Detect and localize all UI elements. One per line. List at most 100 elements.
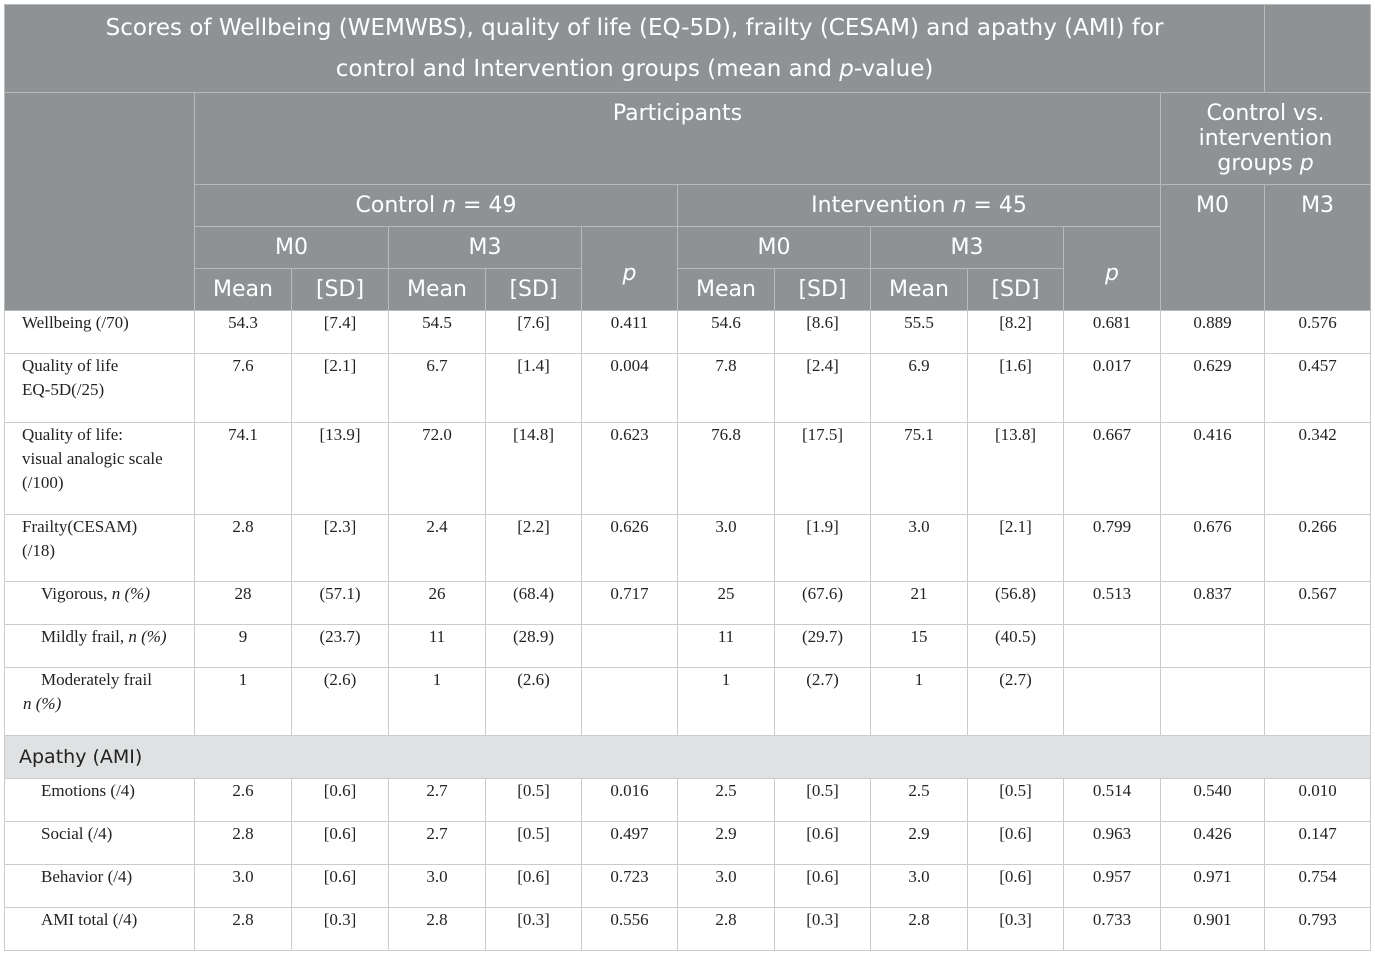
- cell: 3.0: [870, 864, 968, 908]
- cell: 0.754: [1264, 864, 1372, 908]
- cell: [0.6]: [774, 864, 871, 908]
- cell: 1: [388, 667, 486, 736]
- cell: 15: [870, 624, 968, 668]
- row-label-header-cell: [4, 92, 195, 311]
- cell: [0.3]: [485, 907, 582, 951]
- cell: (57.1): [291, 581, 389, 625]
- cell: [0.6]: [291, 864, 389, 908]
- cell: 2.5: [870, 778, 968, 822]
- cell: 0.266: [1264, 514, 1372, 582]
- cell: 2.7: [388, 778, 486, 822]
- table-row: Emotions (/4) 2.6 [0.6] 2.7 [0.5] 0.016 …: [4, 778, 1372, 822]
- cell: [0.3]: [774, 907, 871, 951]
- cell: 0.556: [581, 907, 678, 951]
- control-m3-header: M3: [388, 226, 582, 269]
- intervention-m3-header: M3: [870, 226, 1064, 269]
- cell: [0.6]: [967, 864, 1064, 908]
- section-row: Apathy (AMI): [3, 735, 1372, 779]
- table-caption: Scores of Wellbeing (WEMWBS), quality of…: [3, 4, 1266, 93]
- cell: 0.147: [1264, 821, 1372, 865]
- row-label: Wellbeing (/70): [4, 310, 195, 354]
- table-row: AMI total (/4) 2.8 [0.3] 2.8 [0.3] 0.556…: [4, 907, 1372, 951]
- cell: 2.9: [677, 821, 775, 865]
- cell: (28.9): [485, 624, 582, 668]
- cell: 26: [388, 581, 486, 625]
- sd-header: [SD]: [291, 268, 389, 311]
- cell: [1063, 624, 1161, 668]
- cell: 2.7: [388, 821, 486, 865]
- results-table: Scores of Wellbeing (WEMWBS), quality of…: [3, 4, 1372, 951]
- cell: 21: [870, 581, 968, 625]
- cell: [1063, 667, 1161, 736]
- cell: 0.342: [1264, 422, 1372, 515]
- control-group-header: Control n = 49: [194, 184, 678, 227]
- cell: 74.1: [194, 422, 292, 515]
- cell: [1.4]: [485, 353, 582, 423]
- cell: (2.7): [967, 667, 1064, 736]
- row-label: Moderately frail n (%): [4, 667, 195, 736]
- cell: 7.8: [677, 353, 775, 423]
- cell: 0.576: [1264, 310, 1372, 354]
- table-row: Mildly frail, n (%) 9 (23.7) 11 (28.9) 1…: [4, 624, 1372, 668]
- cell: 0.623: [581, 422, 678, 515]
- cell: [0.6]: [291, 778, 389, 822]
- cell: 2.8: [388, 907, 486, 951]
- sd-header: [SD]: [967, 268, 1064, 311]
- sd-header: [SD]: [485, 268, 582, 311]
- cell: 0.626: [581, 514, 678, 582]
- cell: [13.8]: [967, 422, 1064, 515]
- cell: [1159, 667, 1266, 736]
- cell: 3.0: [870, 514, 968, 582]
- cell: 0.017: [1063, 353, 1161, 423]
- cell: (56.8): [967, 581, 1064, 625]
- cell: 2.8: [194, 907, 292, 951]
- cell: 28: [194, 581, 292, 625]
- cell: 75.1: [870, 422, 968, 515]
- cell: 0.963: [1063, 821, 1161, 865]
- cell: [1159, 624, 1266, 668]
- table-header: Scores of Wellbeing (WEMWBS), quality of…: [3, 4, 1372, 311]
- cell: 0.629: [1159, 353, 1266, 423]
- cell: [2.4]: [774, 353, 871, 423]
- intervention-m0-header: M0: [677, 226, 871, 269]
- cell: 0.497: [581, 821, 678, 865]
- control-p-header: p: [581, 226, 678, 311]
- cell: [1264, 624, 1372, 668]
- cell: (23.7): [291, 624, 389, 668]
- cell: 0.901: [1159, 907, 1266, 951]
- cell: 6.9: [870, 353, 968, 423]
- cell: 2.8: [677, 907, 775, 951]
- compare-m3-header: M3: [1264, 184, 1372, 311]
- cell: 2.4: [388, 514, 486, 582]
- cell: [7.4]: [291, 310, 389, 354]
- cell: 0.837: [1159, 581, 1266, 625]
- sd-header: [SD]: [774, 268, 871, 311]
- cell: 1: [870, 667, 968, 736]
- cell: [7.6]: [485, 310, 582, 354]
- cell: 2.9: [870, 821, 968, 865]
- row-label: Quality of life: visual analogic scale (/1…: [4, 422, 195, 515]
- cell: 54.6: [677, 310, 775, 354]
- cell: [8.6]: [774, 310, 871, 354]
- cell: 2.8: [870, 907, 968, 951]
- cell: [1.6]: [967, 353, 1064, 423]
- cell: [1264, 667, 1372, 736]
- cell: 0.733: [1063, 907, 1161, 951]
- mean-header: Mean: [677, 268, 775, 311]
- table-row: Wellbeing (/70) 54.3 [7.4] 54.5 [7.6] 0.…: [4, 310, 1372, 354]
- cell: 11: [388, 624, 486, 668]
- cell: 0.889: [1159, 310, 1266, 354]
- cell: 0.513: [1063, 581, 1161, 625]
- cell: 25: [677, 581, 775, 625]
- cell: [13.9]: [291, 422, 389, 515]
- row-label: Behavior (/4): [4, 864, 195, 908]
- cell: [581, 624, 678, 668]
- cell: 11: [677, 624, 775, 668]
- cell: 0.971: [1159, 864, 1266, 908]
- cell: [0.6]: [291, 821, 389, 865]
- row-label: Emotions (/4): [4, 778, 195, 822]
- cell: 0.567: [1264, 581, 1372, 625]
- cell: [2.2]: [485, 514, 582, 582]
- cell: 0.016: [581, 778, 678, 822]
- cell: 0.514: [1063, 778, 1161, 822]
